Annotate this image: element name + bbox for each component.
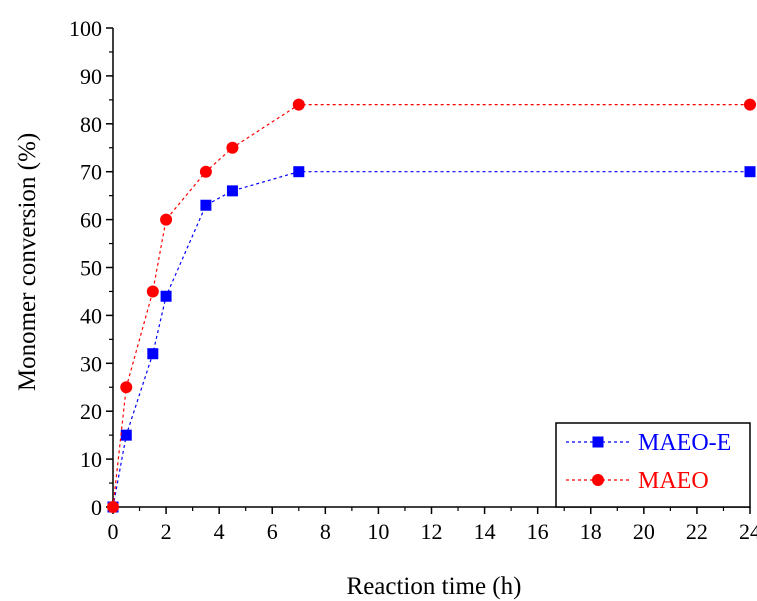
data-point-maeo (292, 98, 305, 111)
series-maeo (107, 98, 756, 513)
legend-entry-maeo: MAEO (566, 468, 709, 494)
data-point-maeo (226, 141, 239, 154)
legend-marker-maeo (592, 474, 604, 486)
x-tick-label: 12 (421, 519, 443, 544)
x-tick-label: 0 (108, 519, 119, 544)
legend-entry-maeo-e: MAEO-E (566, 430, 731, 456)
data-point-maeo (146, 285, 159, 298)
y-tick-label: 50 (80, 256, 102, 281)
y-tick-label: 0 (91, 495, 102, 520)
legend-box (555, 422, 751, 508)
x-tick-label: 10 (367, 519, 389, 544)
y-tick-label: 40 (80, 303, 102, 328)
x-tick-label: 24 (739, 519, 757, 544)
legend: MAEO-E MAEO (555, 422, 751, 508)
data-point-maeo-e (744, 166, 756, 178)
data-point-maeo (107, 501, 119, 513)
data-point-maeo (744, 98, 756, 111)
data-point-maeo-e (200, 199, 212, 211)
x-axis-ticks: 0 2 4 6 8 10 12 14 16 18 20 22 24 (108, 507, 757, 544)
y-tick-label: 60 (80, 208, 102, 233)
y-tick-label: 90 (80, 64, 102, 89)
y-tick-label: 70 (80, 160, 102, 185)
x-tick-label: 6 (267, 519, 278, 544)
x-tick-label: 16 (527, 519, 549, 544)
x-tick-label: 18 (580, 519, 602, 544)
y-tick-label: 100 (69, 16, 102, 41)
y-tick-label: 30 (80, 351, 102, 376)
data-point-maeo-e (226, 185, 238, 197)
series-line-maeo (112, 104, 750, 508)
series-line-maeo-e (112, 171, 750, 508)
x-tick-label: 22 (686, 519, 708, 544)
y-tick-label: 80 (80, 112, 102, 137)
data-point-maeo-e (120, 429, 132, 441)
y-axis-label: Monomer conversion (%) (14, 133, 41, 391)
legend-label-maeo-e: MAEO-E (638, 430, 731, 456)
x-tick-label: 20 (633, 519, 655, 544)
legend-marker-maeo-e (592, 436, 604, 448)
legend-label-maeo: MAEO (638, 468, 709, 494)
series-layer (107, 98, 756, 513)
data-point-maeo (199, 165, 212, 178)
data-point-maeo (160, 213, 173, 226)
data-point-maeo (120, 381, 133, 394)
data-point-maeo-e (147, 348, 159, 360)
x-axis-label: Reaction time (h) (347, 573, 522, 600)
x-tick-label: 4 (214, 519, 225, 544)
y-tick-label: 20 (80, 399, 102, 424)
y-axis-ticks: 0 10 20 30 40 50 60 70 80 90 100 (69, 16, 113, 520)
x-tick-label: 2 (161, 519, 172, 544)
y-tick-label: 10 (80, 447, 102, 472)
data-point-maeo-e (293, 166, 305, 178)
data-point-maeo-e (160, 290, 172, 302)
x-tick-label: 14 (474, 519, 496, 544)
x-tick-label: 8 (320, 519, 331, 544)
